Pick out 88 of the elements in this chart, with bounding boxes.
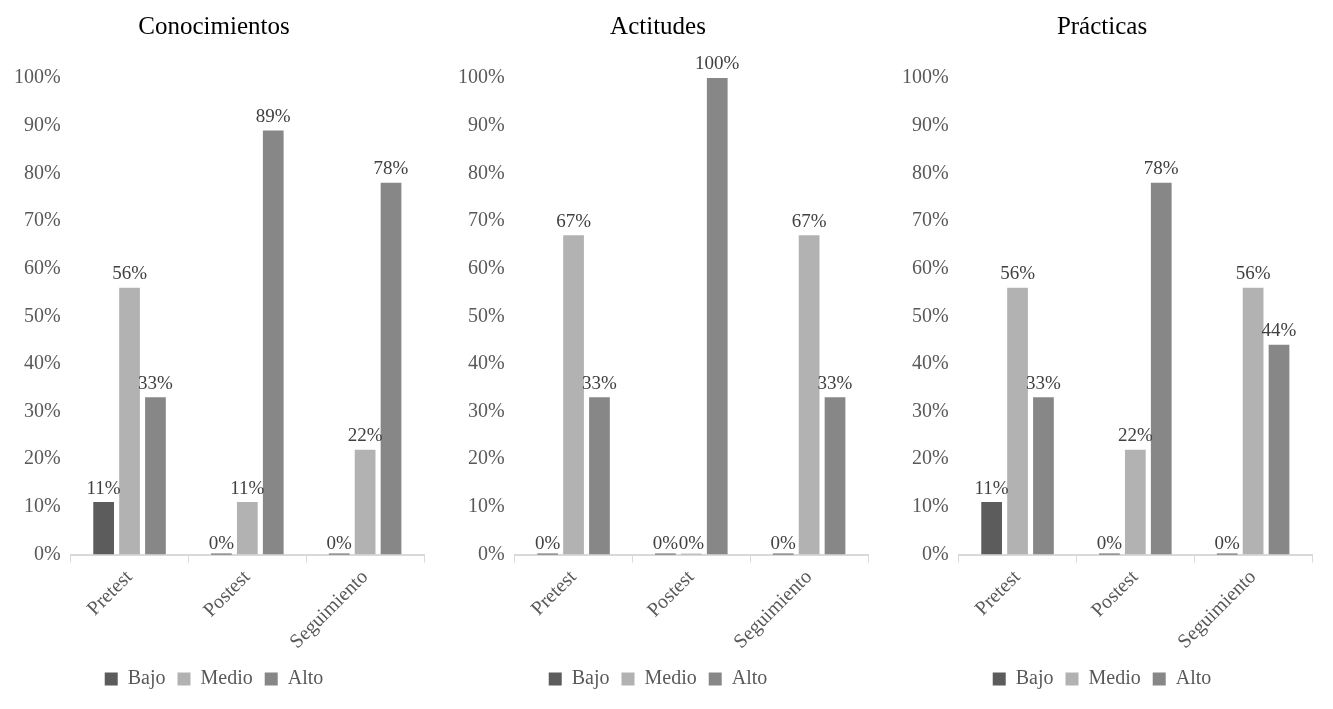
bar (589, 397, 610, 555)
y-tick-label: 20% (467, 446, 505, 469)
legend-label: Bajo (127, 666, 166, 690)
data-label: 78% (373, 157, 409, 179)
data-label: 78% (1143, 157, 1179, 179)
data-label: 67% (791, 209, 827, 231)
data-label: 11% (974, 476, 1009, 498)
bar (706, 78, 728, 555)
data-label: 56% (1000, 262, 1036, 284)
bar (354, 449, 376, 555)
data-label: 0% (1096, 532, 1123, 554)
y-tick-label: 70% (467, 208, 505, 231)
data-label: 33% (138, 371, 174, 393)
chart-title: Prácticas (1056, 11, 1148, 39)
y-tick-label: 30% (23, 398, 61, 421)
y-tick-label: 100% (901, 65, 949, 88)
y-tick-label: 40% (23, 351, 61, 374)
bar (824, 397, 846, 555)
bar (1033, 397, 1054, 555)
data-label: 0% (678, 532, 705, 554)
bar (1007, 287, 1028, 555)
legend-label: Bajo (571, 666, 610, 690)
data-label: 33% (582, 371, 618, 393)
y-tick-label: 50% (911, 303, 949, 326)
data-label: 56% (1235, 262, 1271, 284)
data-label: 0% (770, 532, 797, 554)
y-tick-label: 10% (23, 494, 61, 517)
bar (380, 182, 402, 555)
y-tick-label: 100% (13, 65, 61, 88)
data-label: 0% (534, 532, 561, 554)
data-label: 89% (255, 104, 291, 126)
bar (93, 502, 114, 555)
legend-label: Medio (200, 666, 253, 689)
y-tick-label: 80% (23, 160, 61, 183)
y-tick-label: 30% (911, 398, 949, 421)
data-label: 0% (1214, 532, 1241, 554)
bar (798, 235, 820, 555)
y-tick-label: 90% (467, 112, 505, 135)
y-tick-label: 30% (467, 398, 505, 421)
bar (1150, 182, 1172, 555)
legend-label: Alto (731, 666, 768, 689)
y-tick-label: 0% (921, 541, 949, 564)
legend-label: Alto (287, 666, 324, 689)
y-tick-label: 10% (911, 494, 949, 517)
bar (262, 130, 284, 555)
bar (145, 397, 166, 555)
y-tick-label: 90% (911, 112, 949, 135)
y-tick-label: 50% (23, 303, 61, 326)
y-tick-label: 70% (23, 208, 61, 231)
data-label: 44% (1261, 319, 1297, 341)
y-tick-label: 80% (911, 160, 949, 183)
y-tick-label: 80% (467, 160, 505, 183)
y-tick-label: 100% (457, 65, 505, 88)
bar (1124, 449, 1146, 555)
y-tick-label: 20% (911, 446, 949, 469)
y-tick-label: 60% (911, 255, 949, 278)
y-tick-label: 60% (23, 255, 61, 278)
legend-label: Medio (644, 666, 697, 689)
data-label: 56% (112, 262, 148, 284)
chart-title: Actitudes (610, 11, 706, 39)
data-label: 67% (556, 209, 592, 231)
bar (1268, 344, 1290, 555)
y-tick-label: 90% (23, 112, 61, 135)
data-label: 0% (652, 532, 679, 554)
legend-label: Medio (1088, 666, 1141, 689)
data-label: 11% (86, 476, 121, 498)
data-label: 0% (208, 532, 235, 554)
y-tick-label: 40% (467, 351, 505, 374)
legend-label: Bajo (1015, 666, 1054, 690)
bar (236, 502, 258, 555)
y-tick-label: 0% (33, 541, 61, 564)
data-label: 33% (1026, 371, 1062, 393)
legend-label: Alto (1175, 666, 1212, 689)
y-tick-label: 70% (911, 208, 949, 231)
bar (1242, 287, 1264, 555)
data-label: 0% (326, 532, 353, 554)
y-tick-label: 20% (23, 446, 61, 469)
y-tick-label: 40% (911, 351, 949, 374)
chart-title: Conocimientos (138, 11, 290, 39)
y-tick-label: 0% (477, 541, 505, 564)
y-tick-label: 10% (467, 494, 505, 517)
y-tick-label: 60% (467, 255, 505, 278)
y-tick-label: 50% (467, 303, 505, 326)
bar (563, 235, 584, 555)
data-label: 100% (695, 52, 740, 74)
data-label: 33% (817, 371, 853, 393)
bar (119, 287, 140, 555)
bar (981, 502, 1002, 555)
